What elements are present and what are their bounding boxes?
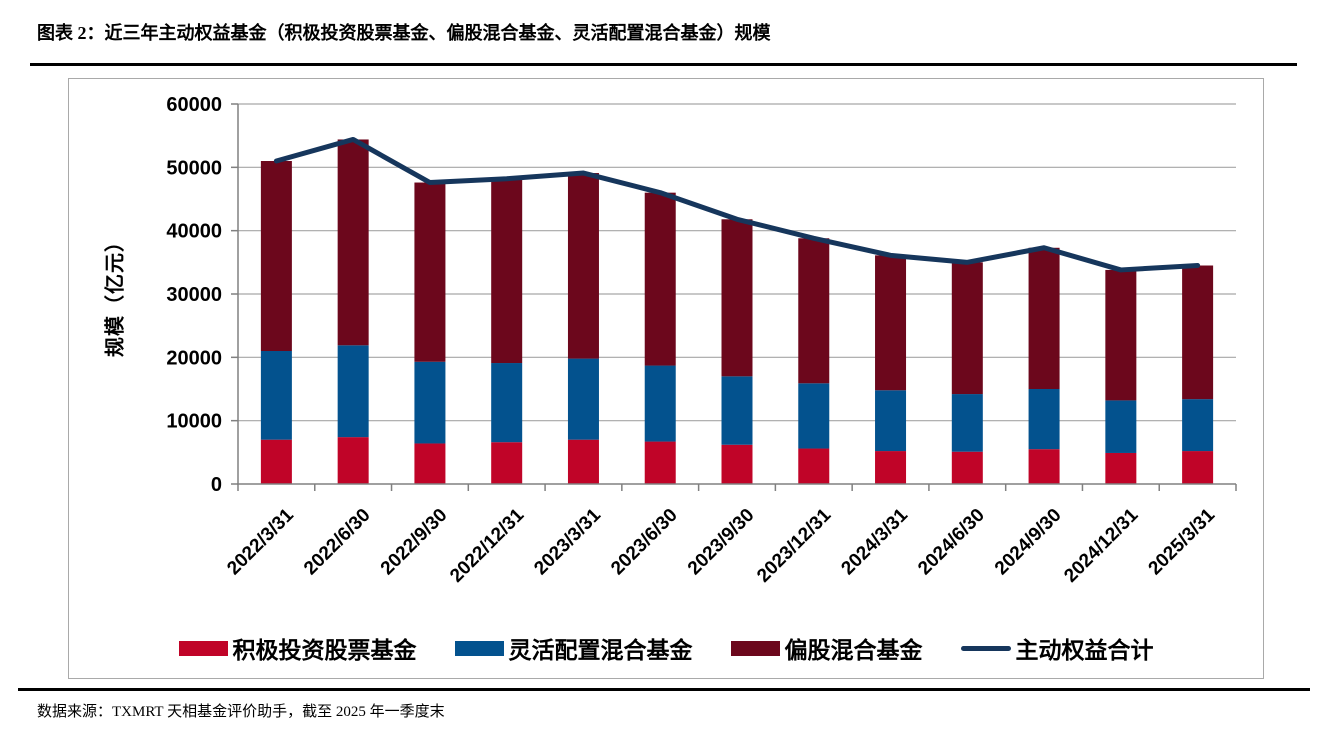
bar-segment — [644, 365, 676, 442]
bar-segment — [1105, 452, 1137, 484]
legend-item: 主动权益合计 — [960, 631, 1154, 665]
y-tick-label: 40000 — [166, 221, 222, 243]
total-line — [273, 136, 1201, 273]
x-tick-label: 2024/3/31 — [837, 504, 912, 579]
bar-segment — [798, 448, 830, 484]
x-tick-label: 2023/6/30 — [607, 505, 682, 580]
bar-segment — [875, 451, 907, 484]
x-tick-label: 2023/9/30 — [684, 505, 759, 580]
bar-segment — [337, 437, 369, 484]
x-tick-label: 2022/9/30 — [377, 505, 452, 580]
x-tick-label: 2024/12/31 — [1060, 504, 1142, 586]
bar-segment — [567, 439, 599, 484]
bar-segment — [414, 182, 446, 362]
bar-segment — [1105, 269, 1137, 401]
footer-divider — [18, 688, 1310, 691]
y-tick-label: 20000 — [166, 347, 222, 369]
legend-color-swatch — [730, 640, 780, 656]
y-axis-title: 规模（亿元） — [104, 231, 127, 357]
bar-segment — [798, 383, 830, 449]
bar-segment — [260, 161, 292, 351]
bar-segment — [491, 178, 523, 364]
legend-label: 偏股混合基金 — [784, 637, 923, 663]
legend-color-swatch — [454, 640, 504, 656]
bar-segment — [337, 345, 369, 438]
bar-segment — [721, 219, 753, 377]
bar-segment — [951, 451, 983, 484]
title-divider — [30, 63, 1297, 66]
x-tick-label: 2023/12/31 — [753, 504, 835, 586]
x-tick-label: 2023/3/31 — [530, 504, 605, 579]
bar-segment — [567, 358, 599, 440]
legend-label: 主动权益合计 — [1015, 637, 1154, 663]
bar-segment — [491, 442, 523, 484]
figure-title: 图表 2：近三年主动权益基金（积极投资股票基金、偏股混合基金、灵活配置混合基金）… — [37, 23, 771, 43]
legend-item: 灵活配置混合基金 — [454, 631, 693, 665]
x-tick-label: 2022/12/31 — [446, 504, 528, 586]
bar-segment — [1182, 451, 1214, 484]
legend-item: 积极投资股票基金 — [178, 631, 417, 665]
bar-segment — [1028, 247, 1060, 389]
chart-plot-area: 0 10000 20000 30000 40000 50000 60000 2022/3/31… — [166, 94, 1237, 587]
bar-segment — [1028, 389, 1060, 450]
bar-segment — [798, 238, 830, 384]
bar-segment — [1105, 400, 1137, 453]
bar-segment — [875, 255, 907, 391]
bar-segment — [951, 262, 983, 395]
chart-legend: 积极投资股票基金 灵活配置混合基金 偏股混合基金 主动权益合计 — [69, 631, 1263, 665]
y-tick-label: 0 — [211, 474, 222, 496]
bar-segment — [1182, 265, 1214, 400]
x-tick-label: 2024/9/30 — [991, 505, 1066, 580]
legend-color-swatch — [178, 640, 228, 656]
y-tick-label: 10000 — [166, 411, 222, 433]
x-tick-label: 2022/3/31 — [223, 504, 298, 579]
bar-segment — [644, 441, 676, 484]
x-tick-label: 2025/3/31 — [1145, 504, 1220, 579]
y-tick-label: 50000 — [166, 157, 222, 179]
bar-segment — [644, 192, 676, 366]
bar-segment — [721, 444, 753, 484]
bar-segment — [1182, 399, 1214, 452]
bar-segment — [337, 139, 369, 346]
chart-container: 0 10000 20000 30000 40000 50000 60000 2022/3/31… — [68, 78, 1264, 679]
bar-segment — [721, 376, 753, 445]
bar-segment — [414, 443, 446, 484]
bar-segment — [951, 394, 983, 452]
bar-segment — [875, 390, 907, 452]
x-tick-label: 2024/6/30 — [914, 505, 989, 580]
legend-label: 灵活配置混合基金 — [508, 637, 693, 663]
legend-item: 偏股混合基金 — [730, 631, 923, 665]
bar-segment — [414, 361, 446, 444]
bar-segment — [1028, 449, 1060, 484]
legend-line-swatch — [960, 645, 1011, 651]
bar-segment — [491, 363, 523, 443]
y-tick-label: 30000 — [166, 284, 222, 306]
bar-segment — [260, 439, 292, 484]
bar-segment — [260, 351, 292, 440]
legend-label: 积极投资股票基金 — [232, 637, 417, 663]
x-tick-label: 2022/6/30 — [300, 505, 375, 580]
data-source-note: 数据来源：TXMRT 天相基金评价助手，截至 2025 年一季度末 — [37, 704, 445, 720]
bar-segment — [567, 173, 599, 359]
y-tick-label: 60000 — [166, 94, 222, 116]
